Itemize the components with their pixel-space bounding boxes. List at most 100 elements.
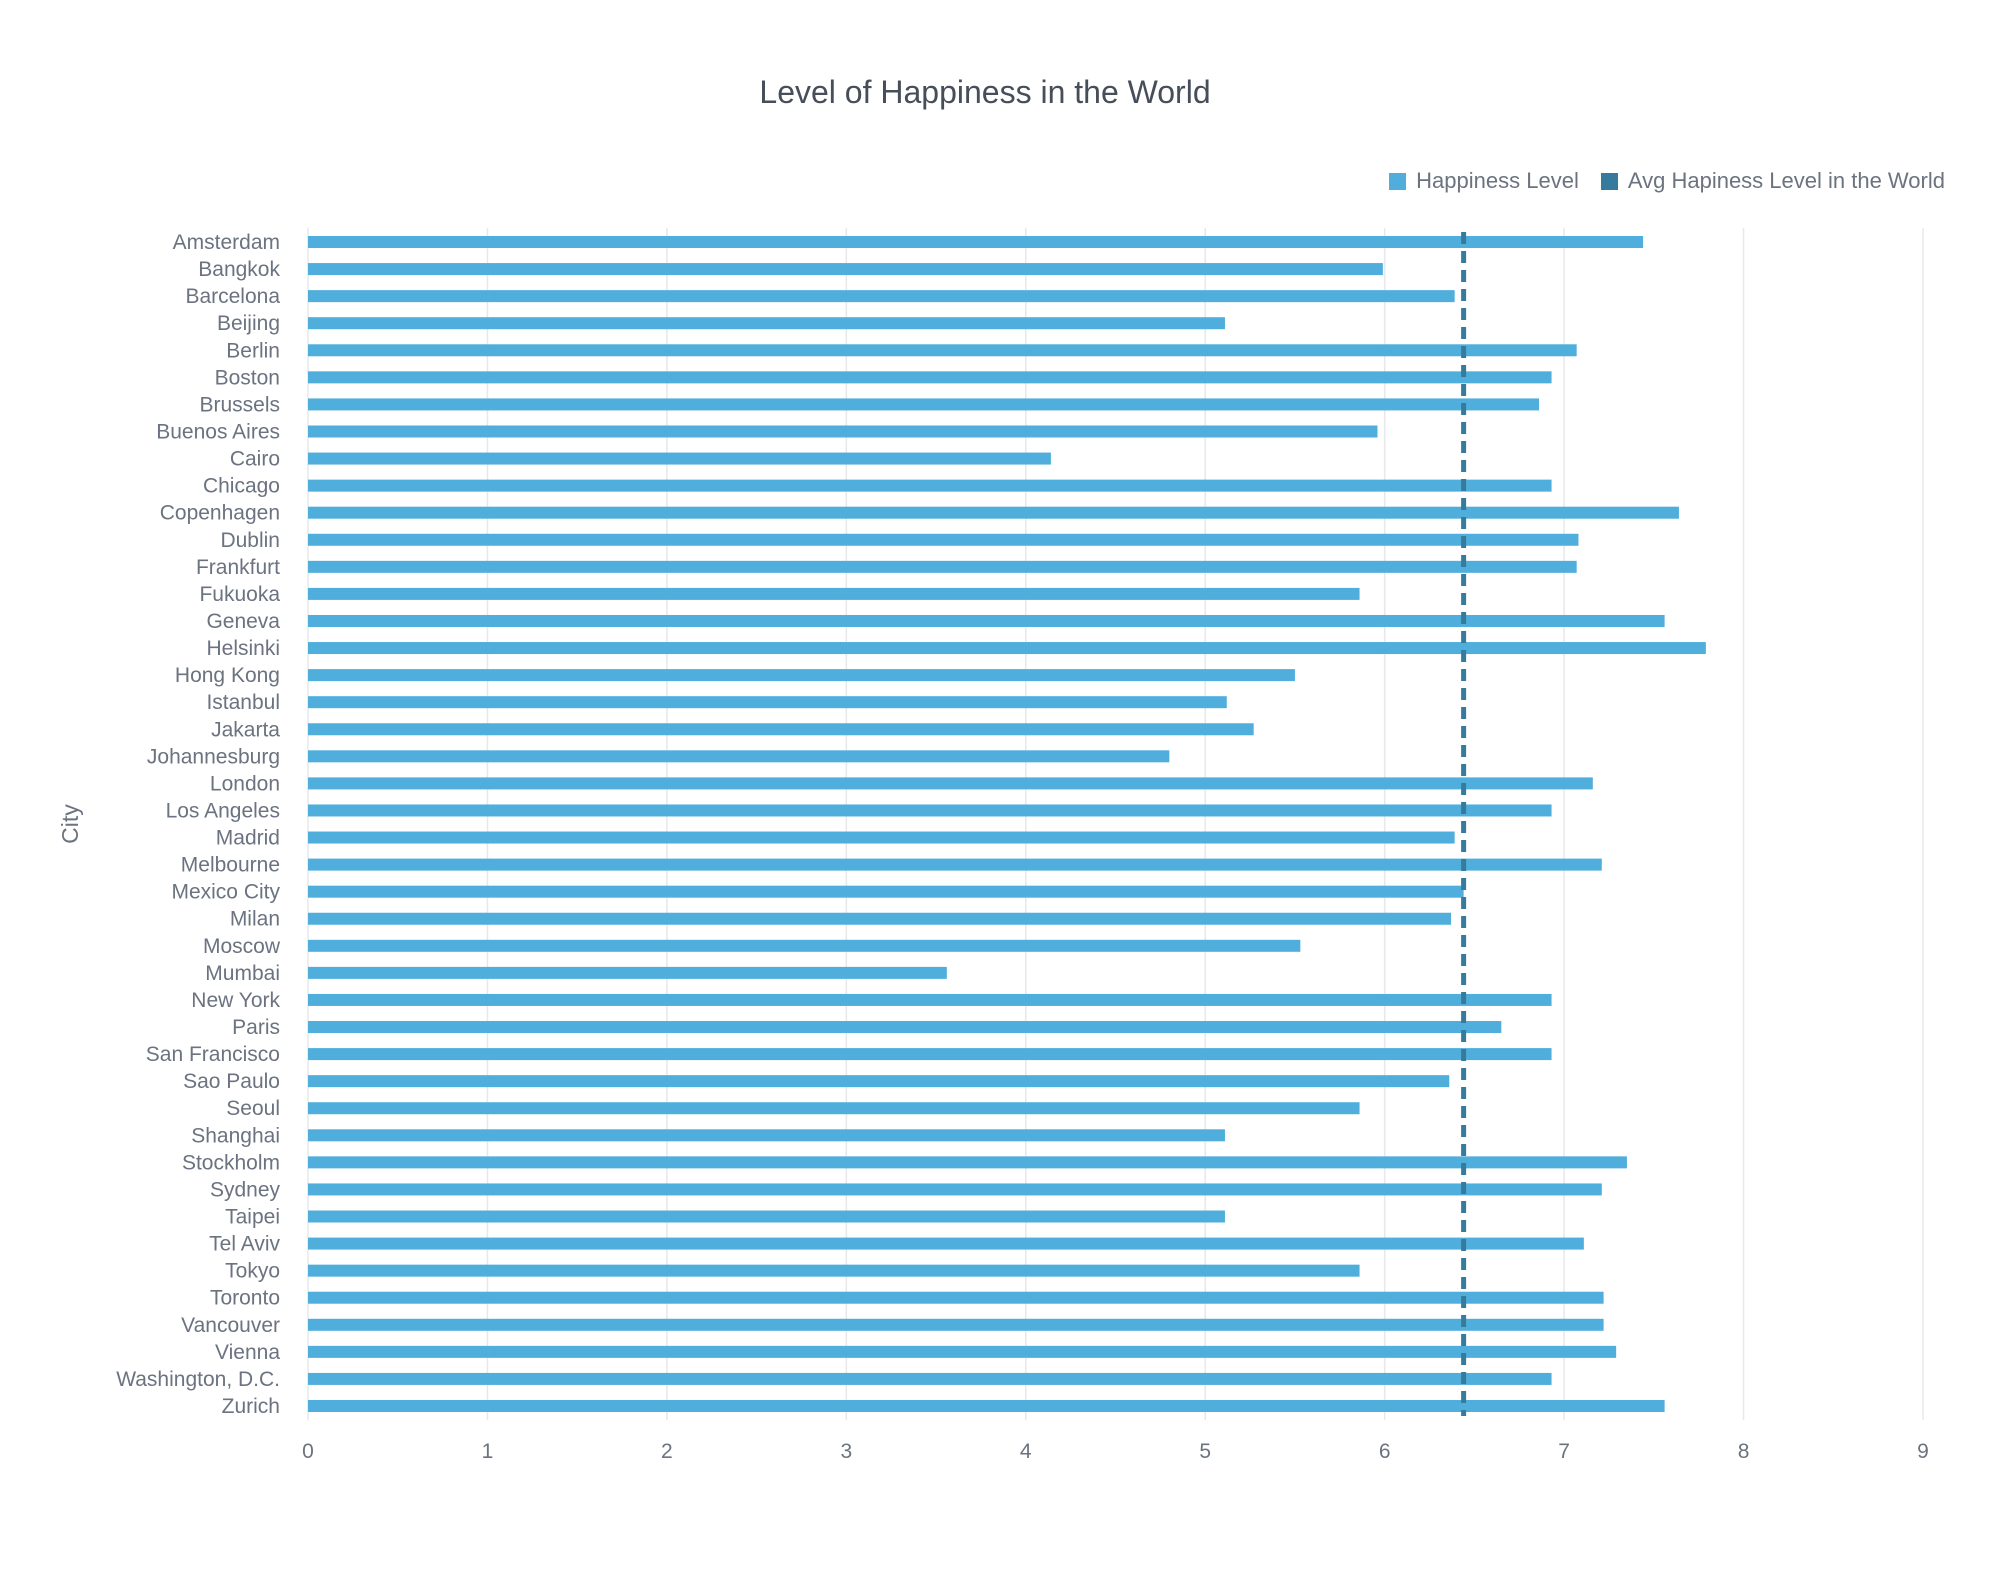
y-tick-label: Istanbul — [206, 691, 280, 714]
bar-fukuoka[interactable] — [308, 587, 1360, 600]
y-tick-label: Washington, D.C. — [116, 1368, 280, 1391]
bar-frankfurt[interactable] — [308, 560, 1577, 573]
y-tick-label: Milan — [230, 908, 280, 931]
legend-swatch-average — [1600, 172, 1618, 190]
bar-johannesburg[interactable] — [308, 750, 1170, 763]
y-tick-label: Dublin — [220, 529, 280, 552]
y-tick-label: New York — [191, 989, 280, 1012]
bar-mexico-city[interactable] — [308, 885, 1464, 898]
bar-geneva[interactable] — [308, 614, 1665, 627]
y-tick-label: Copenhagen — [160, 502, 280, 525]
bar-paris[interactable] — [308, 1021, 1502, 1034]
x-tick-label: 6 — [1379, 1440, 1391, 1463]
y-tick-label: Bangkok — [198, 258, 280, 281]
y-tick-label: Frankfurt — [196, 556, 280, 579]
bar-london[interactable] — [308, 777, 1593, 790]
legend-item-happiness[interactable]: Happiness Level — [1389, 168, 1579, 194]
bar-hong-kong[interactable] — [308, 669, 1295, 682]
bar-barcelona[interactable] — [308, 290, 1455, 303]
bar-istanbul[interactable] — [308, 696, 1227, 709]
x-tick-label: 0 — [302, 1440, 314, 1463]
y-tick-label: Chicago — [203, 475, 280, 498]
bar-washington-d-c-[interactable] — [308, 1372, 1552, 1385]
y-tick-label: Mumbai — [205, 962, 280, 985]
y-tick-label: Melbourne — [181, 854, 280, 877]
y-tick-label: Johannesburg — [147, 745, 280, 768]
bar-sao-paulo[interactable] — [308, 1075, 1450, 1088]
y-tick-label: Madrid — [216, 827, 280, 850]
x-tick-label: 3 — [840, 1440, 852, 1463]
x-tick-label: 9 — [1917, 1440, 1929, 1463]
y-tick-label: Moscow — [203, 935, 281, 958]
bar-chicago[interactable] — [308, 479, 1552, 492]
y-tick-label: Shanghai — [191, 1124, 280, 1147]
y-tick-label: Amsterdam — [173, 231, 280, 254]
y-tick-label: Sydney — [210, 1178, 281, 1201]
legend-item-average[interactable]: Avg Hapiness Level in the World — [1600, 168, 1945, 194]
y-tick-label: London — [210, 772, 280, 795]
y-tick-label: Fukuoka — [199, 583, 280, 606]
y-tick-label: Brussels — [199, 393, 280, 416]
legend-label-average: Avg Hapiness Level in the World — [1627, 168, 1945, 193]
y-tick-label: Mexico City — [171, 881, 280, 904]
bar-toronto[interactable] — [308, 1291, 1604, 1304]
bar-melbourne[interactable] — [308, 858, 1602, 871]
bar-helsinki[interactable] — [308, 642, 1706, 655]
y-tick-label: Paris — [232, 1016, 280, 1039]
legend-swatch-happiness — [1389, 172, 1407, 190]
bar-vancouver[interactable] — [308, 1318, 1604, 1331]
bar-tokyo[interactable] — [308, 1264, 1360, 1277]
y-tick-label: Zurich — [222, 1395, 280, 1418]
bar-jakarta[interactable] — [308, 723, 1254, 736]
bar-shanghai[interactable] — [308, 1129, 1225, 1142]
bar-sydney[interactable] — [308, 1183, 1602, 1196]
y-tick-label: Beijing — [217, 312, 280, 335]
bar-beijing[interactable] — [308, 317, 1225, 330]
x-tick-label: 5 — [1199, 1440, 1211, 1463]
bar-zurich[interactable] — [308, 1400, 1665, 1412]
bar-tel-aviv[interactable] — [308, 1237, 1584, 1250]
bar-brussels[interactable] — [308, 398, 1539, 411]
bar-taipei[interactable] — [308, 1210, 1225, 1223]
legend-label-happiness: Happiness Level — [1416, 168, 1579, 193]
bar-bangkok[interactable] — [308, 263, 1383, 276]
bar-amsterdam[interactable] — [308, 236, 1644, 248]
y-tick-label: Los Angeles — [166, 799, 280, 822]
bar-mumbai[interactable] — [308, 966, 947, 979]
bar-berlin[interactable] — [308, 344, 1577, 357]
y-tick-label: Jakarta — [211, 718, 280, 741]
bar-boston[interactable] — [308, 371, 1552, 384]
y-tick-label: Tel Aviv — [209, 1233, 280, 1256]
bar-moscow[interactable] — [308, 939, 1301, 952]
y-tick-label: Toronto — [210, 1287, 280, 1310]
bar-stockholm[interactable] — [308, 1156, 1627, 1169]
x-tick-label: 8 — [1738, 1440, 1750, 1463]
bar-vienna[interactable] — [308, 1345, 1617, 1358]
y-tick-label: Stockholm — [182, 1151, 280, 1174]
bar-milan[interactable] — [308, 912, 1452, 925]
y-tick-label: Geneva — [206, 610, 280, 633]
bar-seoul[interactable] — [308, 1102, 1360, 1115]
bar-buenos-aires[interactable] — [308, 425, 1378, 438]
y-tick-label: Cairo — [230, 448, 280, 471]
y-tick-label: San Francisco — [146, 1043, 280, 1066]
x-tick-label: 7 — [1558, 1440, 1570, 1463]
y-tick-label: Hong Kong — [175, 664, 280, 687]
y-tick-label: Tokyo — [225, 1260, 280, 1283]
y-tick-label: Helsinki — [206, 637, 280, 660]
chart-title: Level of Happiness in the World — [759, 74, 1211, 110]
y-tick-label: Vienna — [215, 1341, 280, 1364]
bar-madrid[interactable] — [308, 831, 1455, 844]
bar-san-francisco[interactable] — [308, 1048, 1552, 1061]
y-axis-label: City — [57, 804, 83, 844]
x-tick-label: 4 — [1020, 1440, 1032, 1463]
y-tick-label: Vancouver — [181, 1314, 280, 1337]
bar-cairo[interactable] — [308, 452, 1051, 465]
bar-los-angeles[interactable] — [308, 804, 1552, 817]
bar-dublin[interactable] — [308, 533, 1579, 546]
y-tick-label: Taipei — [225, 1206, 280, 1229]
bar-new-york[interactable] — [308, 993, 1552, 1006]
bar-copenhagen[interactable] — [308, 506, 1679, 519]
x-tick-label: 2 — [661, 1440, 673, 1463]
